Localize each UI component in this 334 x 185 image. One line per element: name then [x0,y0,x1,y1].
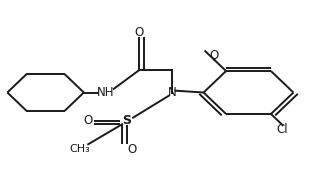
Text: NH: NH [97,86,114,99]
Text: CH₃: CH₃ [69,144,90,154]
Text: O: O [83,115,93,127]
Text: O: O [128,143,137,156]
Text: S: S [123,115,132,127]
Text: O: O [210,49,219,62]
Text: O: O [134,26,143,39]
Text: Cl: Cl [277,123,288,136]
Text: N: N [168,86,176,99]
